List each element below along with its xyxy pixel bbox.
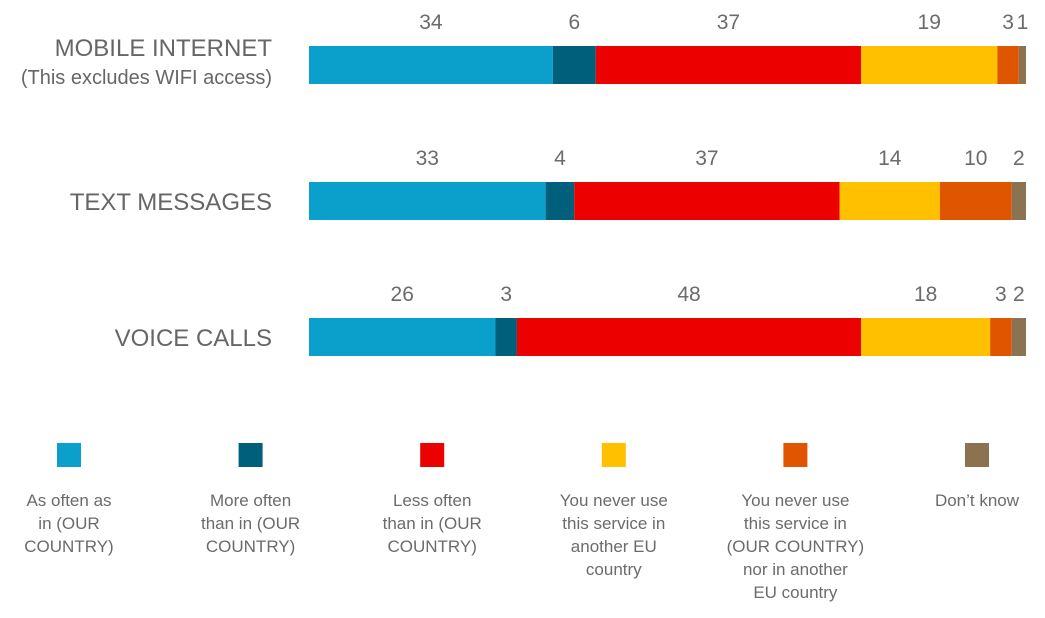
bar-segment — [495, 318, 517, 356]
legend-swatch — [783, 443, 808, 467]
value-label: 19 — [918, 11, 941, 34]
category-label: VOICE CALLS — [115, 325, 272, 352]
legend-swatch — [601, 443, 626, 467]
bar-segment — [1011, 318, 1026, 356]
legend-label: As often as in (OUR COUNTRY) — [24, 491, 113, 556]
category-sublabel: (This excludes WIFI access) — [21, 67, 272, 89]
bar-segment — [997, 46, 1019, 84]
legend-swatch — [57, 443, 81, 467]
bar-segment — [574, 182, 840, 220]
bar-segment — [1018, 46, 1026, 84]
legend-label: You never use this service in another EU co… — [560, 491, 668, 579]
bar-segment — [552, 46, 596, 84]
category-label: MOBILE INTERNET — [55, 35, 273, 62]
value-label: 37 — [695, 147, 718, 170]
value-label: 26 — [391, 283, 414, 306]
legend-label: More often than in (OUR COUNTRY) — [201, 491, 300, 556]
value-label: 10 — [964, 147, 987, 170]
legend-swatch — [420, 443, 445, 467]
bar-segment — [545, 182, 575, 220]
value-label: 33 — [416, 147, 439, 170]
legend-label: Less often than in (OUR COUNTRY) — [383, 491, 482, 556]
value-label: 14 — [878, 147, 902, 170]
bar-segment — [861, 46, 998, 84]
value-label: 1 — [1017, 11, 1029, 34]
bar-segment — [595, 46, 862, 84]
value-label: 3 — [995, 283, 1007, 306]
legend-label: You never use this service in (OUR COUNTRY… — [727, 491, 865, 602]
legend-label: Don’t know — [935, 491, 1020, 510]
bar-segment — [939, 182, 1012, 220]
bar-segment — [516, 318, 862, 356]
bar-segment — [861, 318, 991, 356]
bar-segment — [309, 182, 546, 220]
value-label: 2 — [1013, 283, 1025, 306]
legend-swatch — [238, 443, 263, 467]
value-label: 3 — [1002, 11, 1014, 34]
value-label: 6 — [568, 11, 580, 34]
legend-swatch — [965, 443, 989, 467]
value-label: 48 — [677, 283, 700, 306]
value-label: 2 — [1013, 147, 1025, 170]
bar-segment — [839, 182, 940, 220]
bar-segment — [1011, 182, 1026, 220]
bar-segment — [990, 318, 1012, 356]
value-label: 4 — [554, 147, 566, 170]
category-label: TEXT MESSAGES — [70, 189, 272, 216]
value-label: 34 — [419, 11, 443, 34]
bar-segment — [309, 318, 496, 356]
value-label: 18 — [914, 283, 937, 306]
value-label: 37 — [717, 11, 740, 34]
value-label: 3 — [500, 283, 512, 306]
bar-segment — [309, 46, 553, 84]
